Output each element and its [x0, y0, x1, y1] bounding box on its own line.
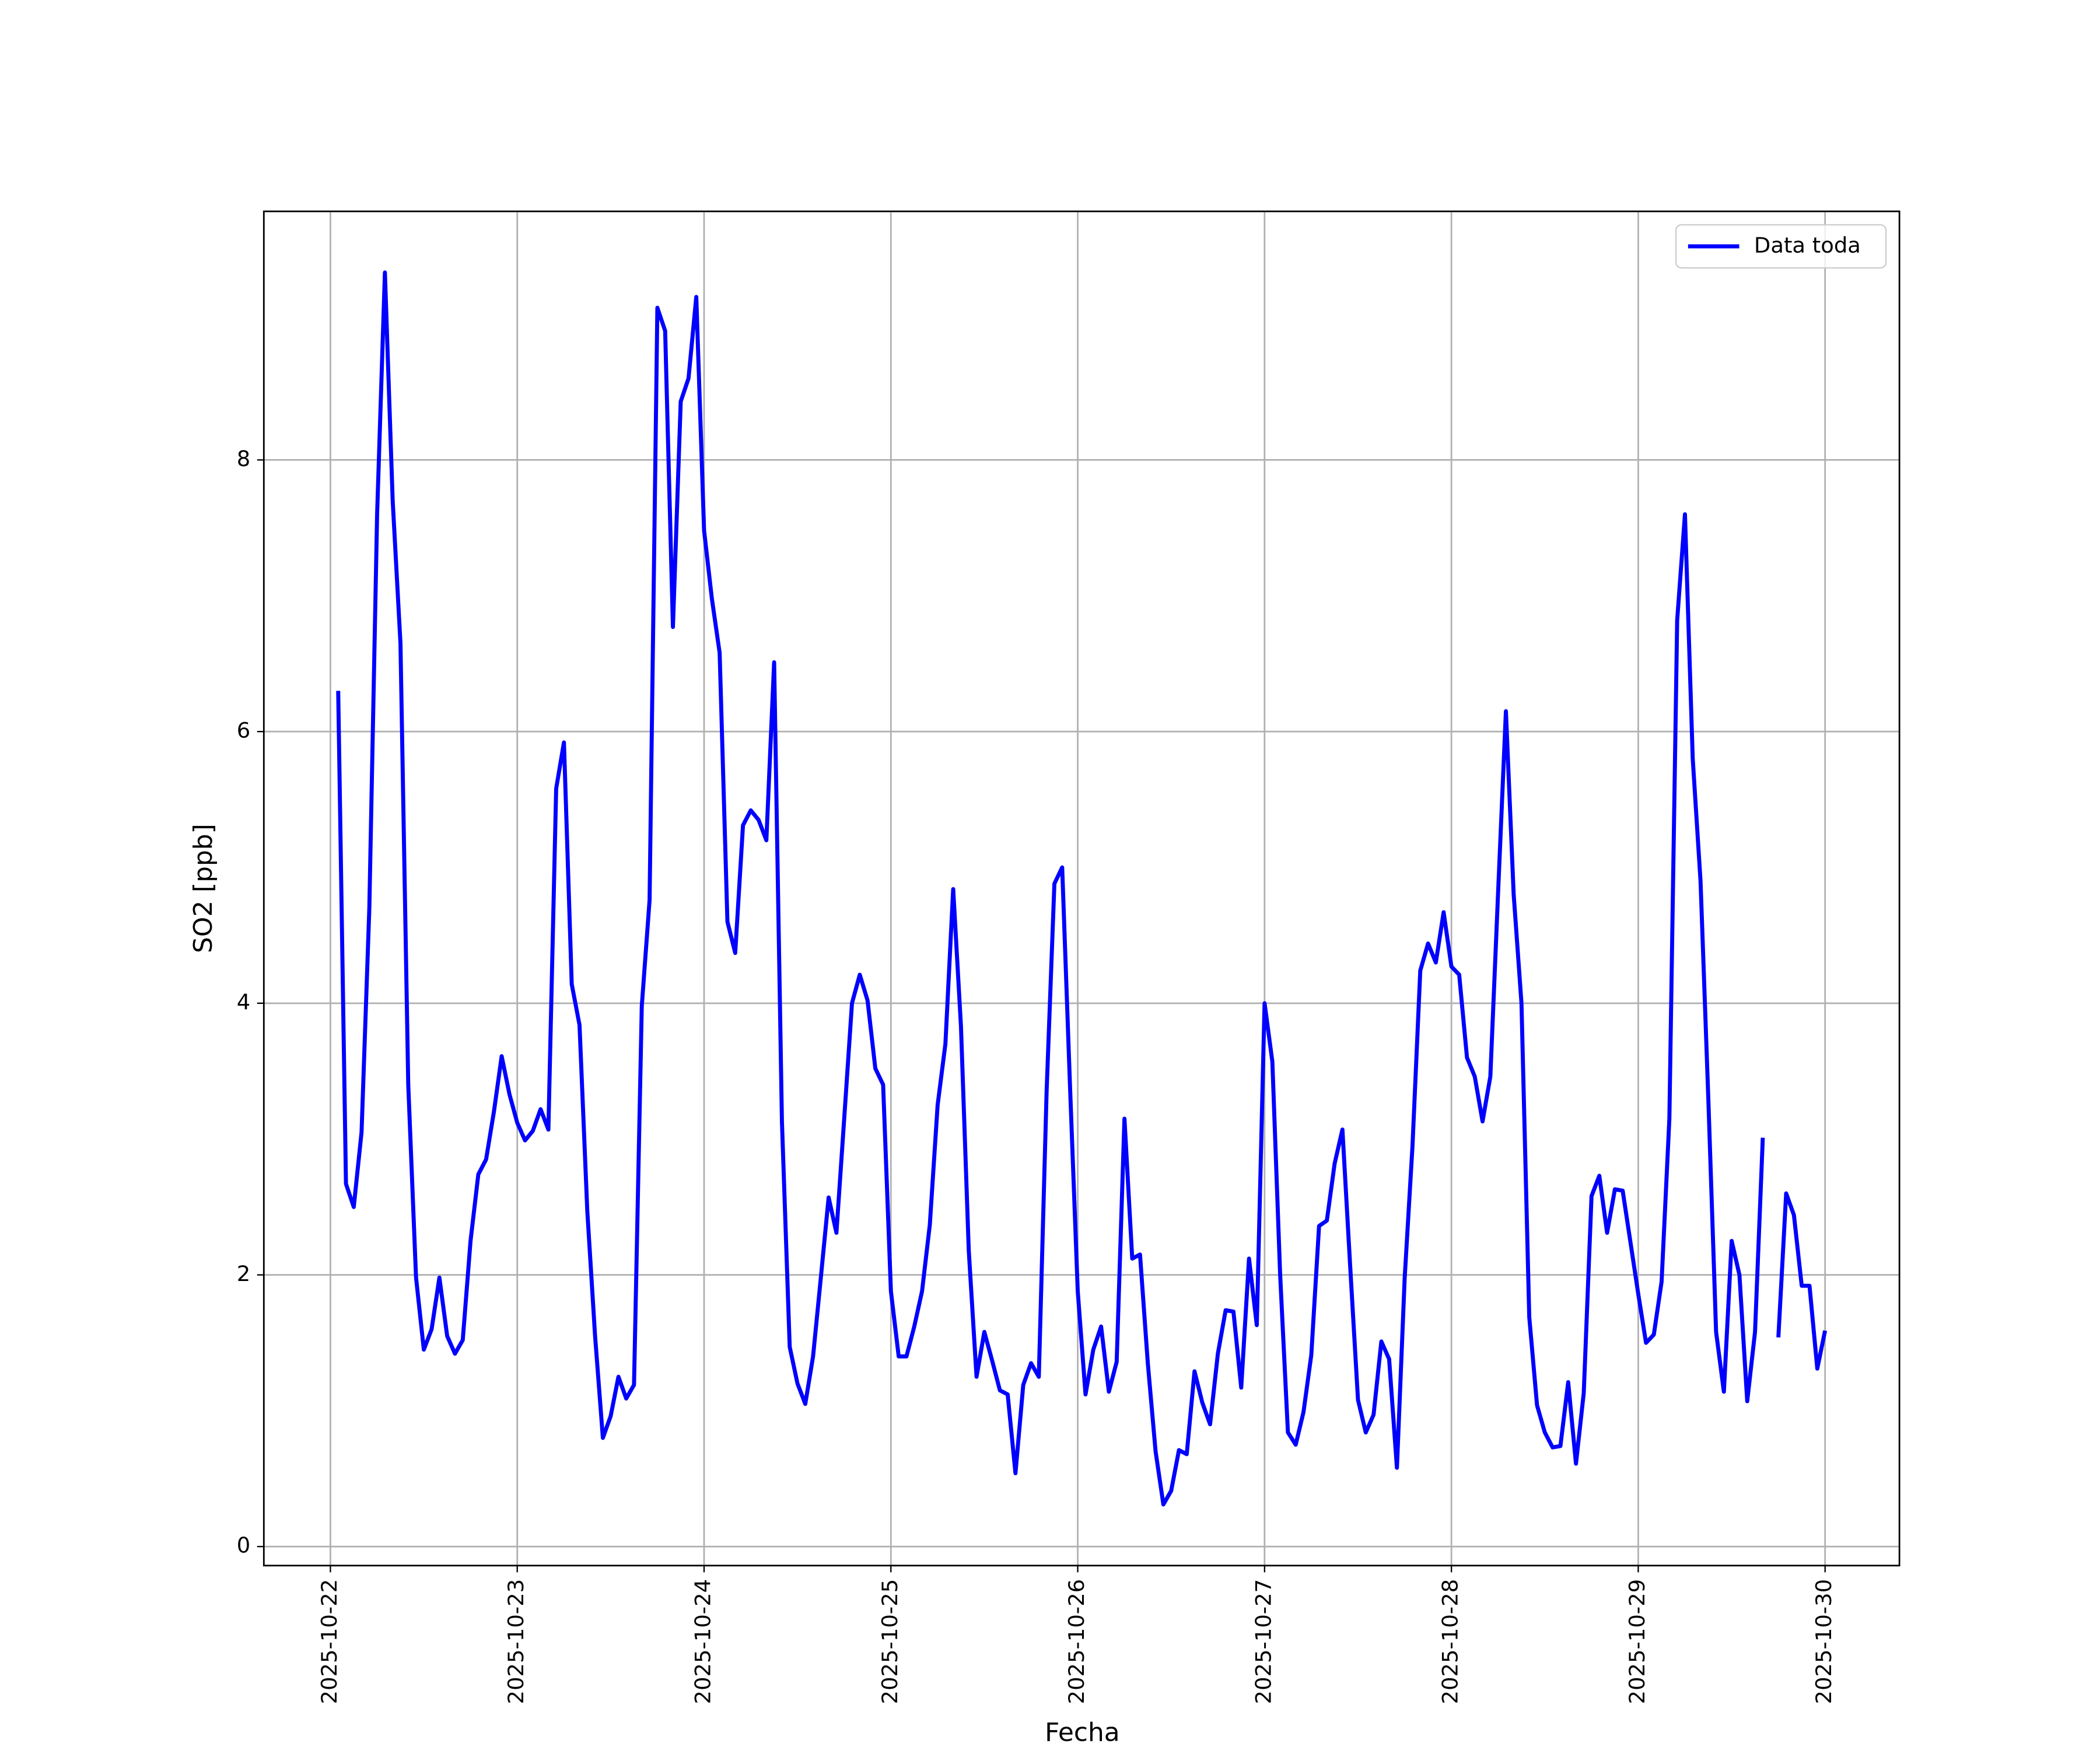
- y-tick-label: 2: [237, 1261, 250, 1286]
- y-tick-label: 6: [237, 718, 250, 743]
- x-tick-label: 2025-10-22: [317, 1579, 342, 1704]
- x-tick-label: 2025-10-28: [1438, 1579, 1463, 1704]
- x-tick-label: 2025-10-24: [690, 1579, 715, 1704]
- x-axis-label: Fecha: [1045, 1717, 1120, 1747]
- x-tick-label: 2025-10-26: [1064, 1579, 1089, 1704]
- legend-box: [1675, 224, 1887, 269]
- y-axis-label: SO2 [ppb]: [188, 824, 218, 953]
- y-tick-label: 4: [237, 989, 250, 1014]
- y-tick-label: 8: [237, 446, 250, 471]
- x-tick-label: 2025-10-29: [1625, 1579, 1650, 1704]
- x-tick-label: 2025-10-30: [1811, 1579, 1836, 1704]
- x-tick-label: 2025-10-25: [877, 1579, 902, 1704]
- x-tick-label: 2025-10-27: [1251, 1579, 1276, 1704]
- legend-label: Data toda: [1754, 233, 1861, 258]
- x-tick-label: 2025-10-23: [503, 1579, 528, 1704]
- y-tick-label: 0: [237, 1533, 250, 1558]
- data-line: [336, 270, 1828, 1507]
- plot-frame: [262, 210, 1901, 1567]
